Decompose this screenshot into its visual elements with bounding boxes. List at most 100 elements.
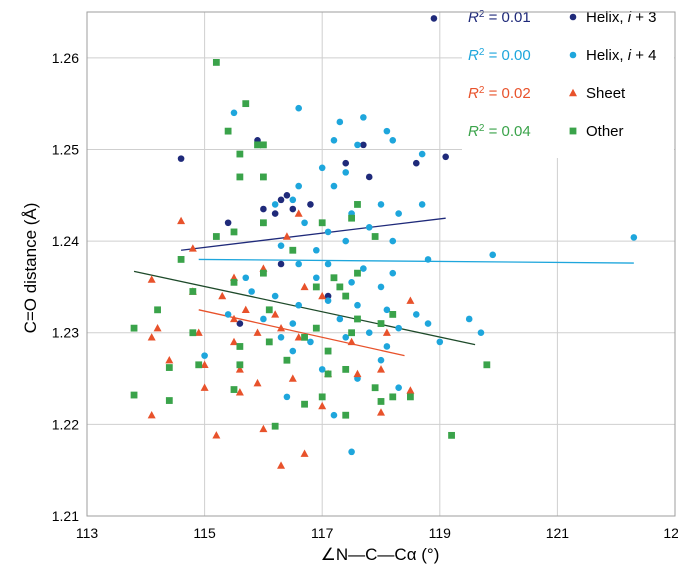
data-point (294, 333, 303, 341)
data-point (330, 182, 338, 190)
data-point (330, 274, 338, 282)
data-point (236, 320, 244, 327)
data-point (283, 356, 291, 364)
plot-frame (86, 11, 676, 517)
data-point (442, 153, 449, 161)
data-point (377, 398, 385, 405)
data-point (289, 246, 297, 254)
data-point (360, 114, 367, 121)
data-point (371, 384, 379, 392)
data-point (230, 386, 238, 393)
data-point (342, 292, 350, 300)
data-point (418, 150, 426, 158)
data-point (307, 338, 314, 346)
data-point (271, 201, 279, 208)
data-point (383, 127, 391, 135)
data-point (377, 320, 385, 327)
data-point (407, 393, 414, 401)
data-point (201, 352, 208, 359)
data-point (230, 337, 238, 346)
data-point (324, 260, 332, 268)
data-point (383, 306, 391, 314)
data-point (177, 155, 185, 162)
data-point (330, 136, 338, 144)
data-point (313, 246, 320, 254)
data-point (282, 232, 291, 240)
data-point (295, 104, 302, 112)
data-points (130, 15, 638, 469)
data-point (395, 384, 402, 392)
data-point (365, 224, 373, 231)
data-point (212, 431, 221, 439)
data-point (130, 391, 138, 399)
data-point (348, 279, 355, 286)
data-point (383, 343, 391, 350)
data-point (277, 196, 285, 204)
data-point (436, 338, 444, 346)
data-point (336, 283, 344, 291)
data-point (260, 173, 267, 181)
data-point (147, 275, 156, 283)
data-point (371, 233, 379, 240)
data-point (389, 311, 397, 318)
x-tick-label: 119 (429, 525, 452, 541)
data-point (200, 360, 209, 368)
y-tick-label: 1.25 (52, 141, 79, 157)
x-tick-label: 121 (546, 525, 570, 541)
data-point (300, 282, 309, 291)
data-point (318, 219, 326, 227)
data-point (412, 159, 420, 167)
data-point (230, 109, 238, 117)
data-point (289, 320, 297, 327)
data-point (377, 365, 385, 373)
x-axis-title: ∠N—C—Cα (°) (321, 545, 440, 564)
data-point (354, 269, 361, 277)
data-point (342, 411, 350, 419)
data-point (235, 388, 244, 396)
data-point (236, 150, 244, 158)
legend-r2: R2 = 0.01 (468, 9, 531, 27)
data-point (289, 347, 297, 355)
data-point (260, 315, 267, 323)
data-point (301, 400, 308, 408)
data-point (412, 311, 420, 318)
data-point (253, 378, 262, 387)
data-point (218, 291, 227, 300)
data-point (353, 369, 362, 378)
data-point (318, 366, 326, 373)
data-point (489, 251, 497, 259)
data-point (395, 324, 402, 332)
data-point (342, 237, 350, 245)
data-point (295, 301, 302, 309)
data-point (260, 269, 267, 277)
legend-r2: R2 = 0.04 (468, 123, 531, 141)
data-point (318, 401, 327, 410)
x-tick-label: 123 (663, 525, 678, 541)
data-point (277, 260, 285, 268)
legend-r2: R2 = 0.02 (468, 85, 531, 103)
x-tick-label: 115 (193, 525, 216, 541)
data-point (301, 219, 308, 227)
data-point (188, 244, 197, 252)
legend-label: Other (586, 123, 624, 140)
data-point (200, 383, 209, 391)
y-tick-label: 1.26 (52, 50, 79, 66)
data-point (259, 424, 268, 433)
data-point (271, 292, 279, 300)
data-point (389, 237, 397, 245)
data-point (477, 329, 485, 337)
data-point (377, 356, 385, 364)
data-point (130, 324, 138, 332)
data-point (630, 234, 638, 241)
data-point (153, 323, 162, 332)
data-point (154, 306, 161, 314)
data-point (277, 334, 285, 341)
data-point (406, 296, 415, 304)
data-point (389, 269, 397, 277)
data-point (465, 315, 473, 323)
data-point (177, 256, 185, 263)
legend-label: Helix, i + 3 (586, 9, 656, 26)
data-point (336, 315, 344, 323)
data-point (365, 329, 373, 337)
fit-lines (133, 217, 634, 357)
